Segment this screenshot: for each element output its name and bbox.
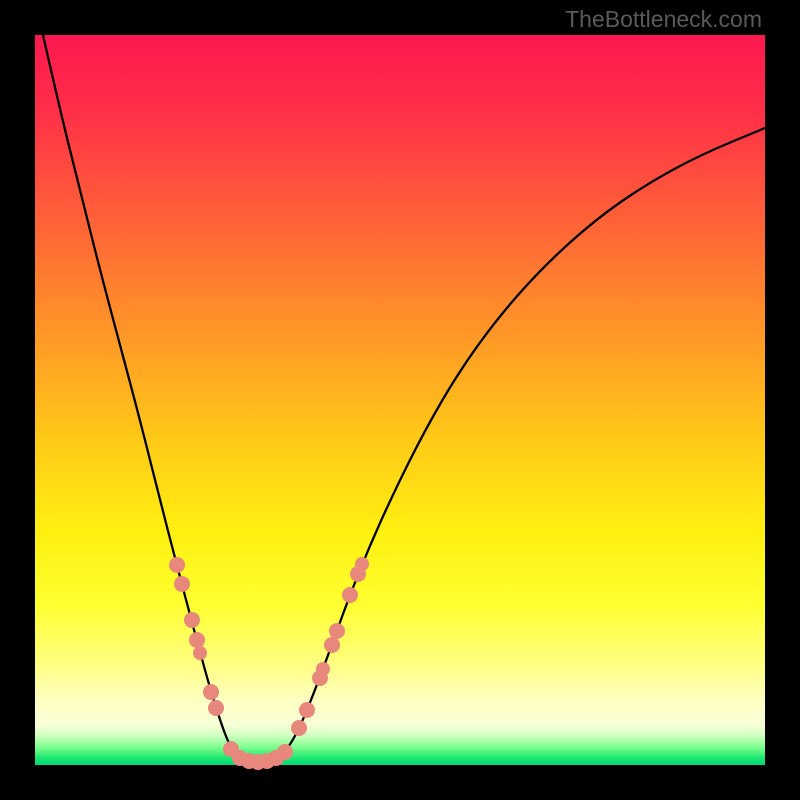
data-point-marker <box>208 700 224 716</box>
data-point-marker <box>174 576 190 592</box>
chart-svg <box>0 0 800 800</box>
data-point-marker <box>291 720 307 736</box>
data-point-marker <box>342 587 358 603</box>
data-point-marker <box>169 557 185 573</box>
data-point-marker <box>299 702 315 718</box>
data-point-marker <box>355 557 369 571</box>
chart-container: TheBottleneck.com <box>0 0 800 800</box>
data-point-marker <box>184 612 200 628</box>
data-point-marker <box>316 662 330 676</box>
watermark-text: TheBottleneck.com <box>565 6 762 33</box>
data-point-marker <box>277 744 293 760</box>
data-point-marker <box>324 637 340 653</box>
data-point-marker <box>193 646 207 660</box>
data-point-marker <box>203 684 219 700</box>
bottleneck-curve <box>43 35 765 762</box>
data-point-marker <box>189 632 205 648</box>
data-point-marker <box>329 623 345 639</box>
